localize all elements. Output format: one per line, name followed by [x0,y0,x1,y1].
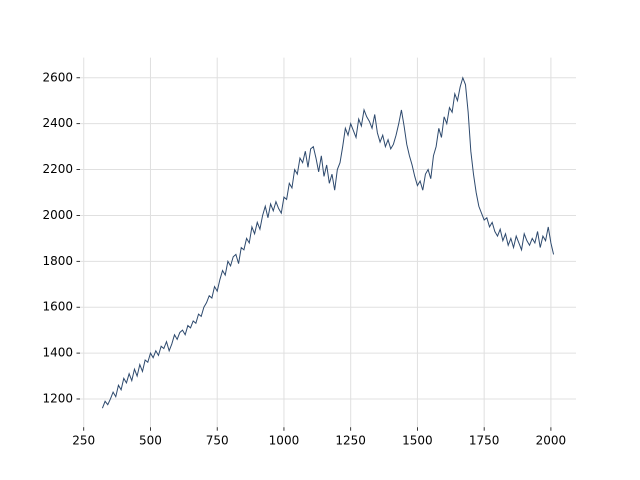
x-tick-label: 2000 [536,434,567,448]
y-tick-label: 1200 [42,391,73,405]
y-tick-label: 1400 [42,346,73,360]
x-tick-label: 1000 [269,434,300,448]
y-tick-label: 1600 [42,300,73,314]
x-tick-label: 1750 [469,434,500,448]
data-line [101,76,555,409]
y-tick-label: 2000 [42,208,73,222]
x-tick-label: 1250 [335,434,366,448]
y-tick-label: 1800 [42,254,73,268]
y-tick-label: 2400 [42,116,73,130]
x-tick-label: 500 [139,434,162,448]
x-tick-label: 250 [72,434,95,448]
y-tick-label: 2200 [42,162,73,176]
y-tick-label: 2600 [42,70,73,84]
x-tick-label: 1500 [402,434,433,448]
x-tick-label: 750 [206,434,229,448]
